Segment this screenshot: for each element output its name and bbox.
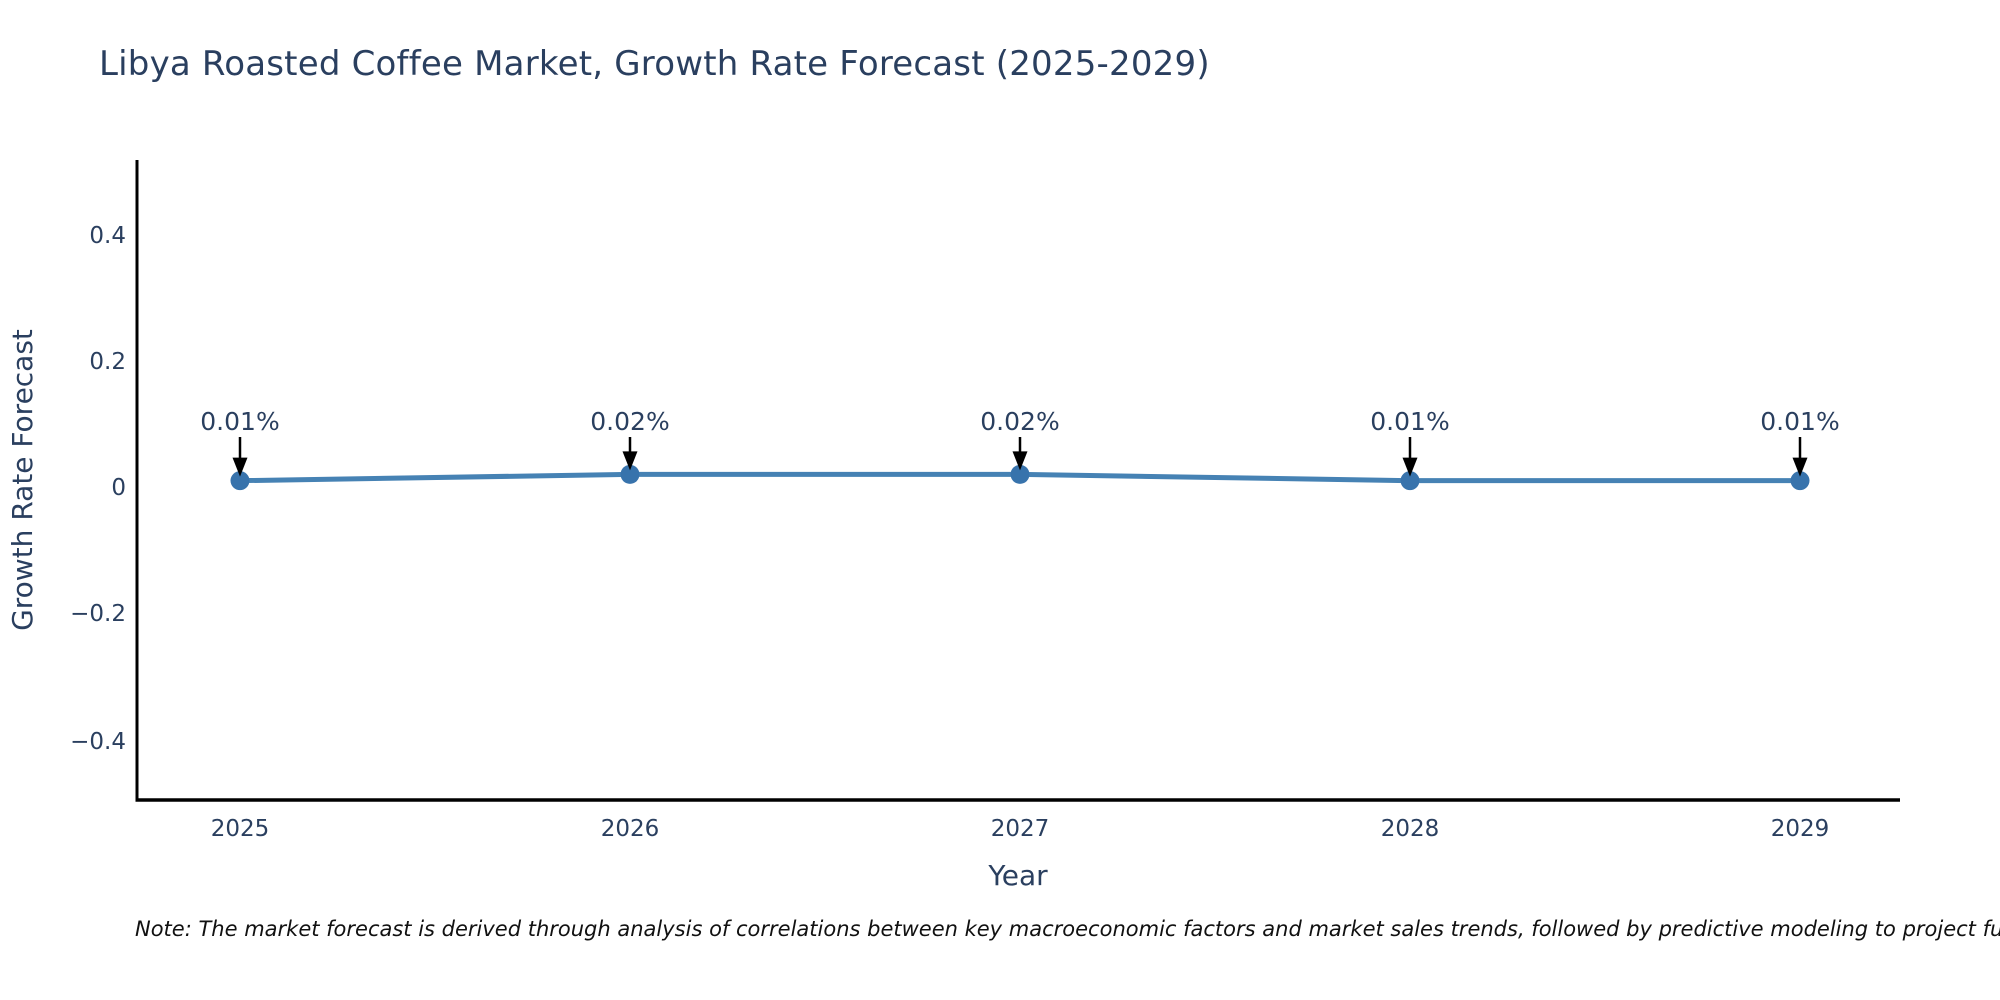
annotation-2027: 0.02% (980, 407, 1059, 436)
y-tick-label: 0.2 (89, 349, 126, 375)
data-point-2028 (1400, 471, 1420, 491)
annotation-2028: 0.01% (1370, 407, 1449, 436)
x-tick-label: 2025 (211, 816, 270, 842)
footnote: Note: The market forecast is derived thr… (135, 917, 2000, 941)
y-axis-title: Growth Rate Forecast (6, 329, 39, 631)
annotation-arrow-head (1012, 451, 1028, 471)
x-tick-label: 2028 (1381, 816, 1440, 842)
x-tick-label: 2026 (601, 816, 660, 842)
annotation-arrow-head (622, 451, 638, 471)
data-point-2029 (1790, 471, 1810, 491)
data-point-2026 (620, 464, 640, 484)
x-tick-label: 2027 (991, 816, 1050, 842)
data-point-2027 (1010, 464, 1030, 484)
y-tick-label: 0.4 (89, 223, 126, 249)
chart-title: Libya Roasted Coffee Market, Growth Rate… (99, 44, 1210, 84)
plot-area: 0.01% 0.02% 0.02% 0.01% 0.01% (200, 407, 1840, 491)
x-tick-label: 2029 (1771, 816, 1830, 842)
y-tick-label: −0.2 (70, 601, 126, 627)
annotation-2025: 0.01% (200, 407, 279, 436)
annotation-arrow-head (1792, 457, 1808, 477)
y-tick-label: 0 (111, 475, 126, 501)
x-axis-title: Year (987, 859, 1048, 892)
annotation-arrow-head (1402, 457, 1418, 477)
annotation-arrow-head (232, 457, 248, 477)
data-point-2025 (230, 471, 250, 491)
y-tick-label: −0.4 (70, 729, 126, 755)
annotation-2026: 0.02% (590, 407, 669, 436)
annotation-2029: 0.01% (1760, 407, 1839, 436)
